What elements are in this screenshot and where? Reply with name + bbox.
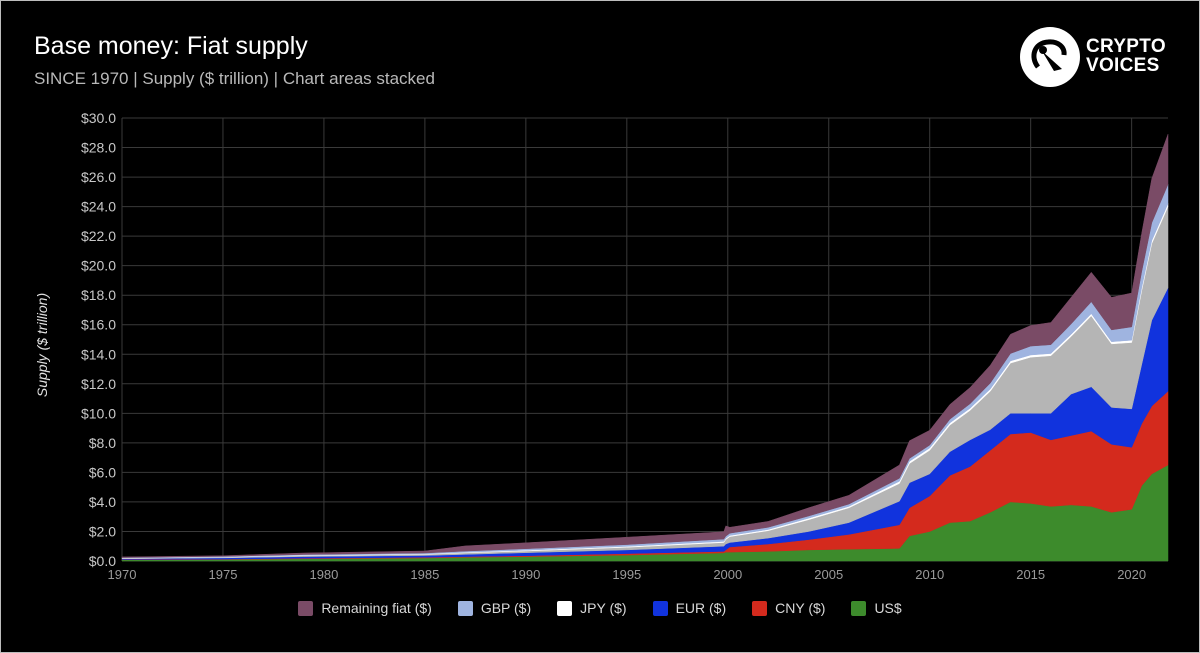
y-tick-label: $10.0 [81, 405, 116, 421]
legend-item-us: US$ [851, 600, 902, 616]
legend-item-eur: EUR ($) [652, 600, 727, 616]
y-tick-label: $28.0 [81, 140, 116, 156]
legend-item-jpy: JPY ($) [557, 600, 627, 616]
legend-label: EUR ($) [675, 600, 727, 616]
legend-label: Remaining fiat ($) [321, 600, 432, 616]
legend-swatch [298, 600, 314, 616]
legend-label: JPY ($) [580, 600, 627, 616]
chart-subtitle: SINCE 1970 | Supply ($ trillion) | Chart… [34, 69, 435, 88]
x-tick-label: 2010 [915, 567, 944, 582]
x-tick-label: 2000 [713, 567, 742, 582]
legend-label: US$ [874, 600, 902, 616]
x-tick-label: 1995 [612, 567, 641, 582]
y-tick-label: $14.0 [81, 346, 116, 362]
y-tick-label: $4.0 [89, 494, 116, 510]
y-tick-label: $16.0 [81, 317, 116, 333]
chart-legend: Remaining fiat ($) GBP ($) JPY ($) EUR ($) C… [0, 600, 1200, 616]
x-tick-label: 1970 [108, 567, 137, 582]
logo-mark-icon [1020, 27, 1080, 87]
chart-areas [121, 134, 1169, 562]
y-tick-label: $6.0 [89, 464, 116, 480]
y-tick-label: $30.0 [81, 110, 116, 126]
y-tick-label: $20.0 [81, 258, 116, 274]
y-tick-label: $2.0 [89, 523, 116, 539]
x-tick-label: 2005 [814, 567, 843, 582]
legend-swatch [557, 600, 573, 616]
y-tick-label: $8.0 [89, 435, 116, 451]
x-tick-label: 1990 [511, 567, 540, 582]
y-tick-label: $0.0 [89, 553, 116, 569]
legend-swatch [752, 600, 768, 616]
legend-swatch [652, 600, 668, 616]
legend-label: CNY ($) [775, 600, 826, 616]
legend-item-gbp: GBP ($) [457, 600, 532, 616]
y-axis-ticks: $0.0 $2.0 $4.0 $6.0 $8.0 $10.0 $12.0 $14.0 $16.0… [81, 110, 116, 569]
y-tick-label: $18.0 [81, 287, 116, 303]
x-tick-label: 1985 [410, 567, 439, 582]
x-tick-label: 2015 [1016, 567, 1045, 582]
legend-item-remaining-fiat: Remaining fiat ($) [298, 600, 432, 616]
crypto-voices-logo: CRYPTO VOICES [1020, 27, 1170, 87]
legend-swatch [851, 600, 867, 616]
logo-line2: VOICES [1086, 55, 1160, 76]
legend-item-cny: CNY ($) [752, 600, 825, 616]
y-tick-label: $26.0 [81, 169, 116, 185]
area-remaining-fiat [121, 134, 1169, 558]
x-tick-label: 1980 [309, 567, 338, 582]
x-tick-label: 2020 [1117, 567, 1146, 582]
y-tick-label: $22.0 [81, 228, 116, 244]
legend-swatch [457, 600, 473, 616]
logo-line1: CRYPTO [1086, 36, 1166, 57]
x-tick-label: 1975 [209, 567, 238, 582]
logo-text: CRYPTO VOICES [1086, 37, 1166, 75]
x-axis-ticks: 1970 1975 1980 1985 1990 1995 2000 2005 2010 2015… [108, 567, 1147, 582]
y-tick-label: $24.0 [81, 199, 116, 215]
chart-title: Base money: Fiat supply [34, 32, 308, 60]
y-tick-label: $12.0 [81, 376, 116, 392]
legend-label: GBP ($) [480, 600, 532, 616]
